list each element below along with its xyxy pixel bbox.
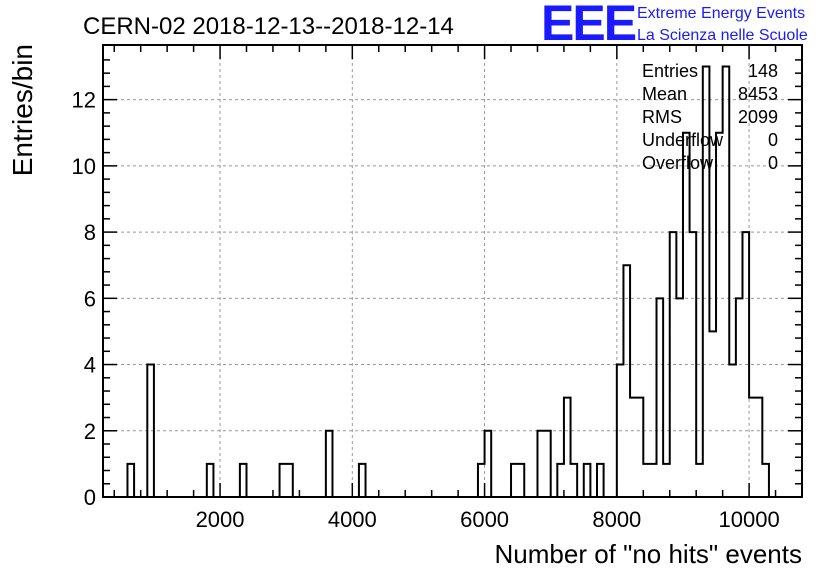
y-tick-label: 2 (84, 419, 96, 444)
x-tick-label: 2000 (196, 507, 245, 532)
y-tick-label: 12 (72, 88, 96, 113)
logo-line-2: La Scienza nelle Scuole (637, 27, 808, 44)
plot-frame (102, 44, 803, 498)
logo-line-1: Extreme Energy Events (637, 5, 805, 22)
stats-label: Entries (642, 61, 698, 81)
stats-value: 0 (768, 153, 778, 173)
stats-value: 0 (768, 130, 778, 150)
x-axis-label: Number of "no hits" events (495, 539, 803, 569)
stats-value: 2099 (738, 107, 778, 127)
x-tick-label: 6000 (460, 507, 509, 532)
stats-label: Underflow (642, 130, 724, 150)
stats-value: 148 (748, 61, 778, 81)
x-tick-label: 4000 (328, 507, 377, 532)
logo-mark: EEE (541, 0, 636, 51)
eee-logo: EEE Extreme Energy Events La Scienza nel… (541, 0, 808, 51)
y-tick-label: 4 (84, 353, 96, 378)
stats-box: Entries 148 Mean 8453 RMS 2099 Underflow 0 Overf… (642, 61, 778, 173)
y-tick-label: 0 (84, 485, 96, 510)
y-tick-label: 10 (72, 154, 96, 179)
stats-label: Mean (642, 84, 687, 104)
stats-label: Overflow (642, 153, 714, 173)
y-tick-label: 6 (84, 286, 96, 311)
stats-value: 8453 (738, 84, 778, 104)
y-tick-label: 8 (84, 220, 96, 245)
axis-ticks: 2000 4000 6000 8000 10000 0 2 4 6 8 10 12 (72, 45, 803, 532)
grid-lines (103, 45, 802, 497)
stats-label: RMS (642, 107, 682, 127)
x-tick-label: 10000 (719, 507, 780, 532)
x-tick-label: 8000 (592, 507, 641, 532)
y-axis-label: Entries/bin (7, 44, 38, 176)
chart-title: CERN-02 2018-12-13--2018-12-14 (83, 13, 454, 40)
